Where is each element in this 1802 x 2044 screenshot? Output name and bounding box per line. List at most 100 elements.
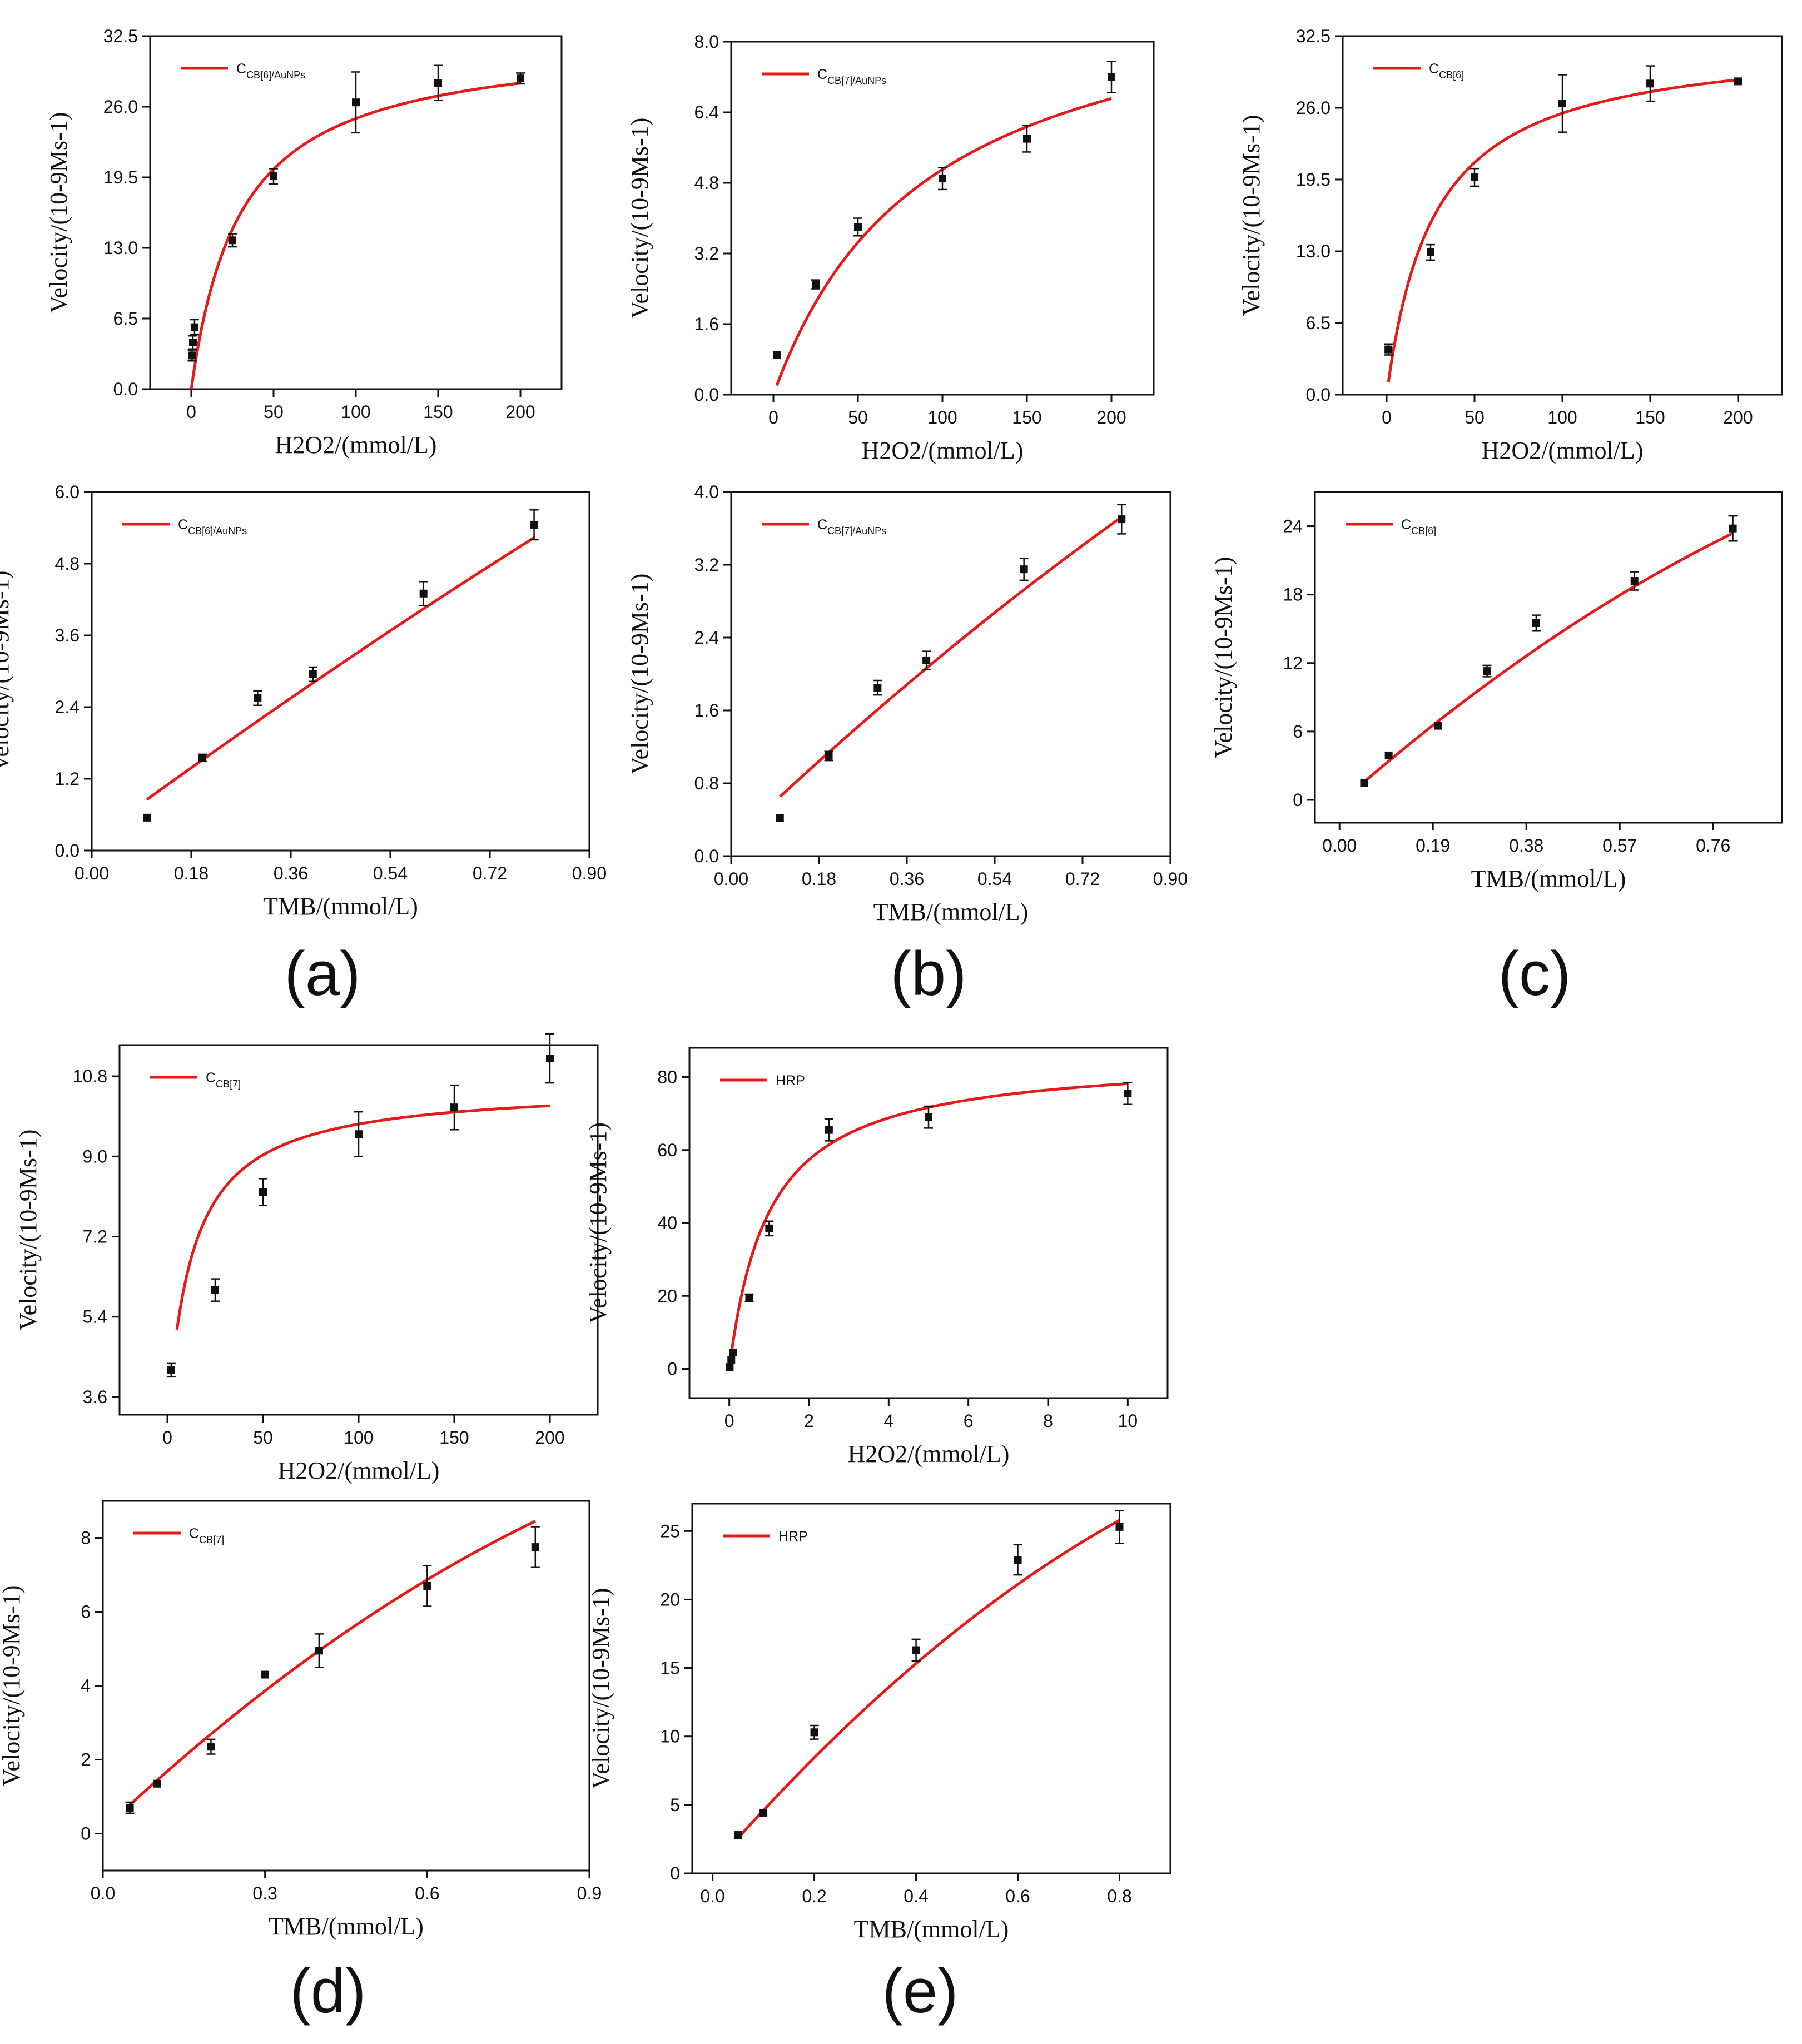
- data-point: [1434, 722, 1442, 730]
- y-tick-label: 18: [1283, 585, 1303, 605]
- x-tick-label: 0.00: [1322, 835, 1357, 856]
- x-tick-label: 0.00: [75, 863, 109, 883]
- fit-curve: [1387, 78, 1739, 382]
- data-point: [352, 98, 360, 107]
- y-axis-label: Velocity/(10-9Ms-1): [14, 1130, 42, 1331]
- chart-e-tmb: 0.0 0.2 0.4 0.6 0.8 0 5 10 15 20 25 TMB/(mmol/L) Vel…: [587, 1503, 1171, 1943]
- y-tick-label: 13.0: [103, 238, 138, 258]
- legend-label-subscript: CB[7]/AuNPs: [827, 525, 886, 536]
- data-point: [546, 1055, 554, 1063]
- x-tick-label: 0.0: [700, 1886, 724, 1906]
- x-tick-label: 0: [724, 1411, 734, 1431]
- data-point: [745, 1294, 753, 1302]
- chart-e-h2o2: 0 2 4 6 8 10 0 20 40 60 80 H2O2/(mmol/L) Velocity/(1…: [584, 1047, 1169, 1468]
- y-tick-label: 9.0: [83, 1146, 107, 1166]
- x-tick-label: 0.36: [274, 863, 308, 883]
- data-point: [825, 1126, 833, 1134]
- y-axis-label: Velocity/(10-9Ms-1): [0, 571, 14, 772]
- data-point: [1124, 1090, 1132, 1098]
- x-tick-label: 0.9: [577, 1883, 602, 1903]
- x-tick-label: 0.76: [1696, 835, 1730, 856]
- chart-c-h2o2: 0 50 100 150 200 0.0 6.5 13.0 19.5 26.0 32.5 H2O2/(…: [1238, 26, 1783, 464]
- x-tick-label: 200: [1723, 407, 1753, 427]
- x-axis-label: H2O2/(mmol/L): [862, 437, 1024, 464]
- x-tick-label: 150: [423, 402, 453, 422]
- data-point: [207, 1743, 215, 1751]
- data-point: [1020, 565, 1028, 574]
- y-tick-label: 32.5: [103, 26, 138, 46]
- x-tick-label: 2: [804, 1411, 814, 1431]
- data-point: [315, 1647, 323, 1655]
- y-tick-label: 5: [670, 1795, 680, 1815]
- y-tick-label: 0: [667, 1359, 677, 1379]
- y-tick-label: 13.0: [1296, 241, 1331, 261]
- data-point: [1729, 524, 1737, 533]
- x-tick-label: 10: [1118, 1411, 1138, 1431]
- data-point: [270, 172, 277, 181]
- x-tick-label: 150: [439, 1428, 469, 1448]
- y-tick-label: 1.2: [55, 769, 80, 789]
- x-tick-label: 100: [341, 402, 370, 422]
- y-tick-label: 25: [660, 1521, 680, 1541]
- x-tick-label: 0.18: [802, 869, 836, 889]
- data-point: [1483, 667, 1491, 675]
- x-axis-label: TMB/(mmol/L): [1471, 865, 1626, 892]
- chart-a-h2o2: 0 50 100 150 200 0.0 6.5 13.0 19.5 26.0 32.5 H2O2/(…: [45, 26, 563, 459]
- y-tick-label: 4.8: [55, 554, 80, 574]
- data-point: [726, 1363, 734, 1371]
- data-point: [1630, 577, 1639, 585]
- y-tick-label: 80: [657, 1067, 677, 1087]
- data-point: [1014, 1555, 1022, 1564]
- data-point: [1384, 345, 1393, 354]
- y-axis-label: Velocity/(10-9Ms-1): [587, 1588, 614, 1789]
- panel-label-a-text: (a): [285, 939, 361, 1008]
- y-tick-label: 26.0: [103, 97, 138, 117]
- y-tick-label: 8: [81, 1528, 91, 1548]
- plot-frame: [91, 491, 590, 852]
- data-point: [1023, 135, 1031, 143]
- y-tick-label: 6: [1293, 722, 1303, 742]
- plot-frame: [1314, 491, 1783, 824]
- fit-curve: [146, 536, 535, 801]
- y-tick-label: 1.6: [694, 314, 719, 334]
- legend-label-subscript: CB[7]: [199, 1534, 224, 1545]
- x-tick-label: 0.4: [904, 1886, 928, 1906]
- fit-curve: [1363, 532, 1734, 783]
- y-tick-label: 40: [657, 1213, 677, 1233]
- y-tick-label: 12: [1283, 653, 1303, 673]
- x-tick-label: 0.19: [1416, 835, 1450, 856]
- x-tick-label: 100: [1547, 407, 1577, 427]
- data-point: [419, 589, 428, 598]
- x-tick-label: 0.6: [1005, 1886, 1030, 1906]
- x-tick-label: 0.90: [572, 863, 607, 883]
- x-tick-label: 0: [186, 402, 196, 422]
- data-point: [198, 754, 206, 762]
- y-tick-label: 3.2: [694, 243, 719, 263]
- y-tick-label: 24: [1283, 516, 1303, 536]
- data-point: [153, 1779, 161, 1788]
- data-point: [810, 1728, 818, 1737]
- y-axis-label: Velocity/(10-9Ms-1): [1210, 557, 1237, 758]
- y-tick-label: 2.4: [694, 628, 719, 648]
- y-axis-label: Velocity/(10-9Ms-1): [45, 112, 72, 314]
- y-tick-label: 0.8: [694, 773, 719, 793]
- chart-a-tmb: 0.00 0.18 0.36 0.54 0.72 0.90 0.0 1.2 2.4 3.6 4.8 6…: [0, 482, 607, 920]
- data-point: [812, 280, 820, 289]
- panel-label-d-text: (d): [290, 1956, 366, 2026]
- y-tick-label: 0: [81, 1824, 91, 1844]
- plot-frame: [730, 491, 1171, 857]
- data-point: [434, 79, 442, 87]
- x-tick-label: 0: [1382, 407, 1392, 427]
- x-tick-label: 6: [964, 1411, 974, 1431]
- chart-d-h2o2: 0 50 100 150 200 3.6 5.4 7.2 9.0 10.8 H2O2/(mmol/L…: [14, 1033, 599, 1484]
- x-tick-label: 0.90: [1153, 869, 1188, 889]
- x-tick-label: 0.2: [802, 1886, 826, 1906]
- data-point: [939, 175, 946, 183]
- x-tick-label: 0.38: [1509, 835, 1543, 856]
- x-tick-label: 0: [768, 407, 778, 427]
- data-point: [126, 1803, 134, 1812]
- panel-label-a: (a): [285, 939, 361, 1008]
- x-tick-label: 0.54: [977, 869, 1012, 889]
- y-axis-label: Velocity/(10-9Ms-1): [626, 118, 653, 319]
